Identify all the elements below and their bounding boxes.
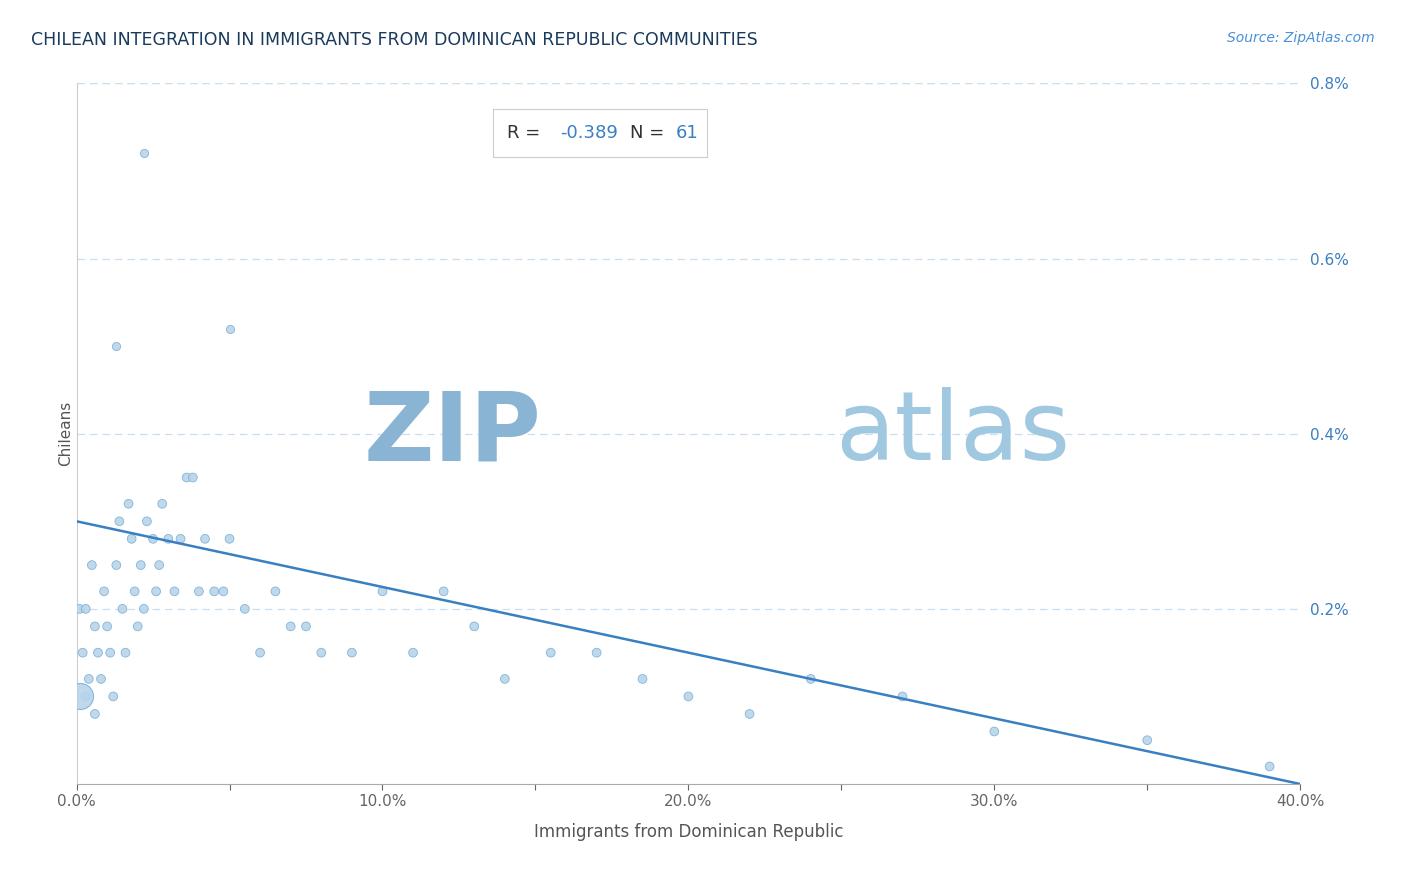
Point <box>84 706 107 721</box>
Point <box>132 146 155 161</box>
Point <box>93 584 115 599</box>
Point <box>98 646 121 660</box>
Point <box>169 532 191 546</box>
Point <box>463 619 485 633</box>
Point <box>678 690 700 704</box>
Point <box>311 646 333 660</box>
Point <box>218 532 240 546</box>
Text: R =: R = <box>508 124 547 142</box>
Point <box>84 619 107 633</box>
Point <box>105 339 128 353</box>
Point <box>194 532 217 546</box>
Point <box>132 602 155 616</box>
Point <box>108 514 131 528</box>
Point <box>157 532 180 546</box>
Point <box>402 646 425 660</box>
Point <box>90 672 112 686</box>
Text: atlas: atlas <box>835 387 1070 480</box>
Text: CHILEAN INTEGRATION IN IMMIGRANTS FROM DOMINICAN REPUBLIC COMMUNITIES: CHILEAN INTEGRATION IN IMMIGRANTS FROM D… <box>31 31 758 49</box>
Point <box>340 646 363 660</box>
Point <box>75 690 97 704</box>
Point <box>1136 733 1159 747</box>
Point <box>264 584 287 599</box>
Point <box>891 690 914 704</box>
Point <box>433 584 456 599</box>
Point <box>187 584 209 599</box>
Text: -0.389: -0.389 <box>560 124 617 142</box>
Text: ZIP: ZIP <box>364 387 541 480</box>
Point <box>280 619 302 633</box>
Point <box>142 532 165 546</box>
Point <box>124 584 146 599</box>
Point <box>295 619 318 633</box>
Point <box>983 724 1005 739</box>
Point <box>585 646 607 660</box>
Point <box>87 646 110 660</box>
Point <box>77 672 100 686</box>
Point <box>371 584 394 599</box>
Point <box>69 690 91 704</box>
FancyBboxPatch shape <box>492 110 707 157</box>
Point <box>148 558 170 573</box>
Point <box>176 470 198 484</box>
Point <box>72 646 94 660</box>
Point <box>163 584 186 599</box>
Point <box>631 672 654 686</box>
Point <box>103 690 125 704</box>
Point <box>96 619 118 633</box>
Point <box>114 646 136 660</box>
Point <box>69 602 91 616</box>
Point <box>800 672 823 686</box>
Point <box>494 672 516 686</box>
Text: Source: ZipAtlas.com: Source: ZipAtlas.com <box>1227 31 1375 45</box>
Point <box>738 706 761 721</box>
Text: 61: 61 <box>676 124 699 142</box>
Point <box>145 584 167 599</box>
Point <box>127 619 149 633</box>
Point <box>129 558 152 573</box>
Point <box>212 584 235 599</box>
Point <box>218 321 240 335</box>
Text: N =: N = <box>630 124 669 142</box>
Point <box>202 584 225 599</box>
Point <box>150 497 173 511</box>
Point <box>1258 759 1281 773</box>
Point <box>233 602 256 616</box>
Y-axis label: Chileans: Chileans <box>58 401 73 467</box>
Point <box>181 470 204 484</box>
Point <box>117 497 139 511</box>
Point <box>121 532 143 546</box>
Point <box>80 558 103 573</box>
Point <box>105 558 128 573</box>
Point <box>75 602 97 616</box>
Point <box>540 646 562 660</box>
X-axis label: Immigrants from Dominican Republic: Immigrants from Dominican Republic <box>534 823 844 841</box>
Point <box>135 514 157 528</box>
Point <box>111 602 134 616</box>
Point <box>249 646 271 660</box>
